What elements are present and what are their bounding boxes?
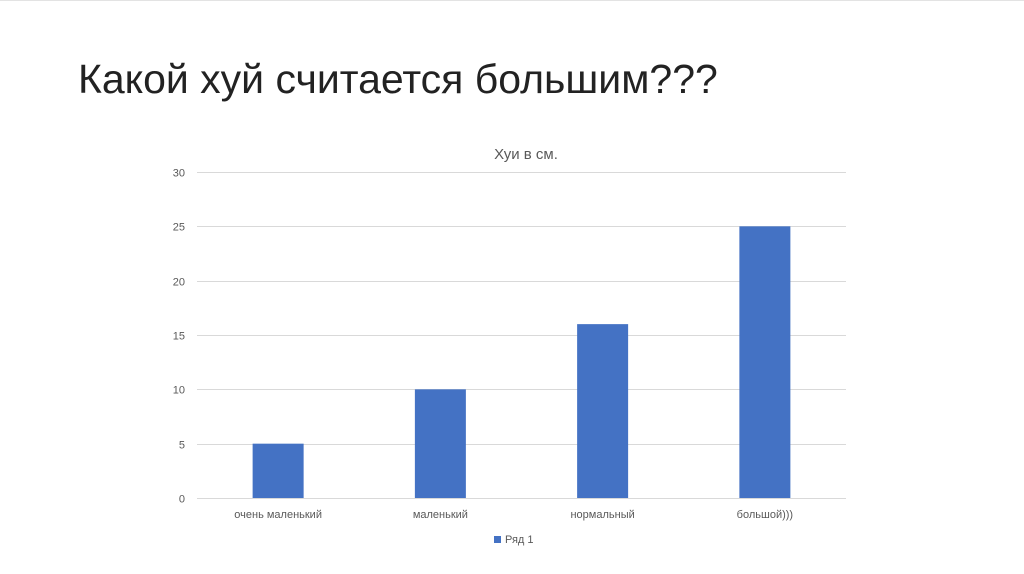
y-tick-label: 15 [173,331,185,343]
y-tick-label: 10 [173,385,185,397]
bar-2 [414,389,466,498]
bar-3 [577,324,629,498]
legend: Ряд 1 [494,534,534,546]
y-tick-label: 30 [173,168,185,180]
x-category-label: очень маленький [234,509,322,521]
x-category-label: нормальный [570,509,634,521]
legend-swatch [494,536,501,543]
y-axis-ticks: 0 5 10 15 20 25 30 [173,168,185,506]
x-category-label: маленький [413,509,468,521]
y-tick-label: 5 [179,440,185,452]
legend-label: Ряд 1 [505,534,534,546]
bar-4 [739,226,791,499]
bar-1 [252,443,304,498]
y-tick-label: 0 [179,494,185,506]
slide-title: Какой хуй считается большим??? [78,56,718,102]
bars [252,226,791,499]
x-axis-categories: очень маленький маленький нормальный большо… [234,509,793,521]
gridlines [197,172,846,499]
x-category-label: большой))) [737,509,793,521]
y-tick-label: 20 [173,277,185,289]
y-tick-label: 25 [173,222,185,234]
chart-title: Хуи в см. [494,146,558,163]
